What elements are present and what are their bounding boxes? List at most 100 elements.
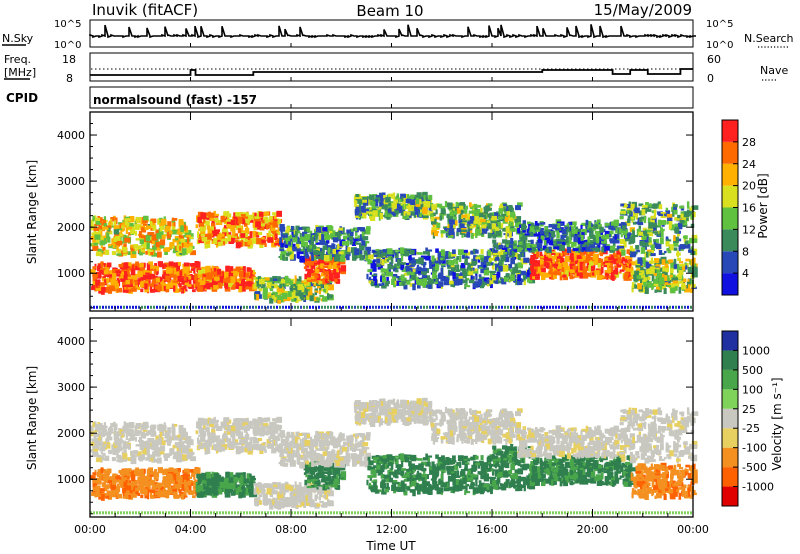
power-cell bbox=[114, 283, 119, 289]
power-cell bbox=[664, 282, 669, 286]
power-cell bbox=[244, 284, 250, 290]
power-cell bbox=[631, 220, 634, 223]
power-cell bbox=[183, 230, 188, 235]
power-cell bbox=[159, 225, 163, 232]
power-cell bbox=[354, 208, 361, 216]
power-cell bbox=[683, 211, 690, 218]
power-cell bbox=[673, 281, 680, 288]
power-cell bbox=[454, 278, 460, 286]
power-cell bbox=[615, 227, 618, 233]
power-cell bbox=[539, 272, 544, 276]
colorbar-tick-label: 12 bbox=[742, 223, 756, 236]
power-cell bbox=[255, 231, 259, 236]
power-cell bbox=[177, 228, 184, 232]
power-cell bbox=[207, 305, 209, 309]
power-cell bbox=[462, 279, 468, 284]
power-cell bbox=[122, 281, 128, 288]
velocity-cell bbox=[173, 494, 180, 499]
power-cell bbox=[117, 239, 121, 242]
power-cell bbox=[403, 284, 408, 290]
power-cell bbox=[316, 248, 320, 251]
power-cell bbox=[215, 242, 219, 248]
power-cell bbox=[653, 239, 657, 243]
power-cell bbox=[432, 272, 437, 279]
power-cell bbox=[418, 257, 424, 265]
power-cell bbox=[286, 252, 292, 257]
power-cell bbox=[523, 257, 530, 263]
power-cell bbox=[468, 210, 475, 214]
power-cell bbox=[300, 295, 305, 301]
power-cell bbox=[284, 297, 291, 302]
power-cell bbox=[596, 224, 602, 230]
power-cell bbox=[329, 254, 333, 261]
power-cell bbox=[550, 234, 554, 241]
power-cell bbox=[160, 280, 164, 285]
power-cell bbox=[401, 196, 404, 202]
power-cell bbox=[425, 255, 431, 261]
power-cell bbox=[264, 243, 267, 247]
power-cell bbox=[242, 286, 247, 290]
power-cell bbox=[297, 283, 303, 291]
power-cell bbox=[440, 230, 446, 234]
power-cell bbox=[563, 269, 566, 276]
y-tick-label: 1000 bbox=[57, 267, 85, 280]
power-cell bbox=[656, 269, 660, 272]
power-cell bbox=[376, 258, 381, 264]
power-cell bbox=[628, 262, 632, 269]
power-cell bbox=[342, 305, 344, 309]
velocity-cell bbox=[183, 491, 187, 497]
power-cell bbox=[624, 262, 631, 268]
power-cell bbox=[498, 244, 504, 250]
power-cell bbox=[660, 305, 662, 309]
power-cell bbox=[332, 260, 336, 264]
power-cell bbox=[217, 219, 222, 224]
velocity-cell bbox=[92, 472, 97, 475]
power-cell bbox=[633, 274, 639, 282]
power-cell bbox=[586, 251, 592, 257]
power-cell bbox=[408, 305, 410, 309]
power-cell bbox=[449, 211, 454, 217]
power-cell bbox=[422, 278, 428, 285]
power-cell bbox=[288, 248, 293, 255]
power-cell bbox=[582, 263, 585, 270]
power-cell bbox=[513, 280, 519, 283]
power-cell bbox=[186, 305, 188, 309]
power-cell bbox=[260, 221, 266, 227]
power-cell bbox=[544, 232, 549, 236]
power-cell bbox=[483, 269, 490, 276]
velocity-cell bbox=[130, 470, 134, 477]
power-cell bbox=[401, 248, 408, 254]
power-cell bbox=[330, 305, 332, 309]
power-cell bbox=[220, 271, 225, 275]
power-cell bbox=[141, 251, 145, 255]
power-cell bbox=[623, 241, 627, 248]
power-cell bbox=[472, 267, 475, 271]
power-cell bbox=[372, 305, 374, 309]
power-cell bbox=[366, 254, 371, 258]
power-cell bbox=[211, 274, 215, 281]
power-cell bbox=[370, 281, 375, 287]
power-cell bbox=[393, 276, 397, 283]
power-cell bbox=[429, 305, 431, 309]
power-cell bbox=[654, 289, 657, 293]
power-cell bbox=[364, 209, 370, 212]
power-cell bbox=[631, 248, 635, 253]
power-cell bbox=[322, 245, 327, 250]
power-cell bbox=[132, 280, 137, 286]
power-cell bbox=[128, 263, 133, 270]
power-cell bbox=[576, 234, 581, 240]
power-cell bbox=[165, 247, 171, 252]
power-cell bbox=[308, 280, 314, 287]
power-cell bbox=[143, 274, 149, 280]
power-cell bbox=[240, 214, 246, 217]
power-cell bbox=[470, 273, 473, 281]
power-cell bbox=[362, 227, 365, 231]
power-cell bbox=[96, 271, 102, 278]
power-cell bbox=[112, 242, 116, 249]
power-cell bbox=[339, 239, 344, 247]
power-cell bbox=[618, 253, 622, 258]
power-cell bbox=[397, 259, 401, 266]
power-cell bbox=[612, 243, 616, 247]
power-cell bbox=[167, 275, 171, 283]
